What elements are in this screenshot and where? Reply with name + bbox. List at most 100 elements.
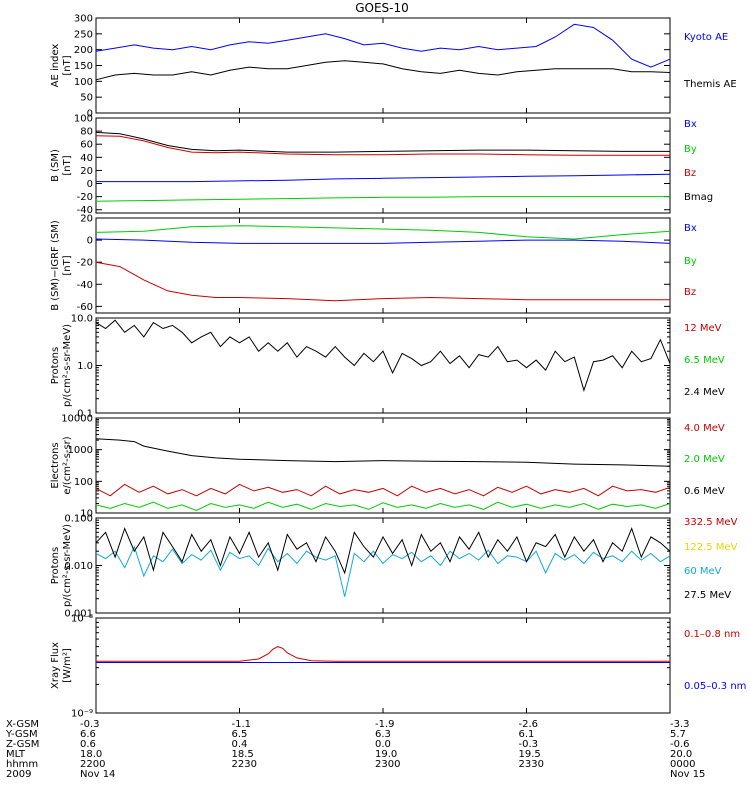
legend-label: Kyoto AE (684, 32, 728, 43)
y-tick-label: 40 (80, 153, 93, 164)
panel-2 (95, 117, 671, 214)
y-axis-unit: [nT] (62, 155, 73, 175)
axis-row-value: 0.0 (375, 739, 391, 750)
axis-row-value: 6.5 (232, 729, 248, 740)
axis-row-value: -0.3 (519, 739, 539, 750)
legend-label: 27.5 MeV (684, 590, 731, 601)
axis-row-value: -1.9 (375, 719, 395, 730)
y-tick-label: 10 (80, 509, 93, 520)
axis-row-value: -1.1 (232, 719, 252, 730)
axis-row-value: 6.3 (375, 729, 391, 740)
y-axis-unit: p/(cm²-s-sr-MeV) (62, 324, 73, 407)
series-line (95, 23, 671, 68)
y-tick-label: 100 (74, 477, 93, 488)
y-axis-unit: [nT] (62, 55, 73, 75)
series-line (95, 319, 671, 392)
panel-frame (95, 517, 671, 614)
axis-row-value: Nov 15 (670, 769, 705, 780)
y-tick-label: 20 (80, 166, 93, 177)
axis-row-label: hhmm (6, 759, 38, 770)
y-axis-label: B (SM)−IGRF (SM) (50, 220, 61, 311)
legend-label: Bx (684, 119, 697, 130)
plot-title: GOES-10 (355, 1, 409, 15)
axis-row-value: 0.6 (80, 739, 96, 750)
y-tick-label: -40 (77, 205, 93, 216)
axis-row-value: -0.3 (80, 719, 100, 730)
series-line (95, 238, 671, 244)
series-line (95, 501, 671, 512)
series-line (95, 131, 670, 153)
axis-row-value: 2300 (375, 759, 400, 770)
y-tick-label: 0.100 (64, 514, 93, 525)
y-tick-label: -40 (77, 280, 93, 291)
y-tick-label: 10.0 (71, 314, 93, 325)
y-tick-label: -20 (77, 192, 93, 203)
y-tick-label: 0.001 (64, 609, 93, 620)
panel-1 (95, 17, 671, 114)
panel-6 (95, 517, 671, 614)
legend-label: 2.0 MeV (684, 454, 725, 465)
legend-label: Bz (684, 168, 696, 179)
series-line (96, 173, 671, 183)
y-tick-label: -20 (77, 258, 93, 269)
y-axis-unit: p/(cm²-s-sr-MeV) (62, 524, 73, 607)
y-tick-label: 50 (80, 93, 93, 104)
series-line (95, 483, 671, 497)
legend-label: 4.0 MeV (684, 423, 725, 434)
y-axis-unit: [W/m²] (62, 648, 73, 683)
axis-row-value: 0000 (670, 759, 695, 770)
panel-7 (95, 617, 671, 714)
axis-row-value: -3.3 (670, 719, 690, 730)
legend-label: Bmag (684, 192, 713, 203)
axis-row-value: 0.4 (232, 739, 248, 750)
series-line (95, 527, 671, 575)
y-axis-label: B (SM) (50, 149, 61, 182)
axis-row-value: 5.7 (670, 729, 686, 740)
series-line (95, 196, 670, 202)
axis-row-value: 2330 (519, 759, 544, 770)
legend-label: 60 MeV (684, 566, 722, 577)
legend-label: 6.5 MeV (684, 355, 725, 366)
panel-5 (95, 417, 671, 514)
panel-3 (95, 217, 671, 314)
y-tick-label: 80 (80, 127, 93, 138)
legend-label: By (684, 256, 697, 267)
panel-frame (95, 17, 671, 114)
series-line (95, 135, 670, 156)
axis-row-value: -0.6 (670, 739, 690, 750)
panel-frame (95, 117, 671, 214)
y-tick-label: 100 (74, 77, 93, 88)
y-tick-label: 1.0 (77, 361, 93, 372)
series-line (95, 261, 670, 302)
axis-row-label: Z-GSM (6, 739, 39, 750)
series-line (95, 225, 671, 240)
y-axis-label: Electrons (50, 442, 61, 488)
y-tick-label: 10⁻⁸ (71, 614, 93, 625)
legend-label: By (684, 144, 697, 155)
panel-frame (95, 417, 671, 514)
axis-row-value: 18.0 (80, 749, 102, 760)
series-line (95, 60, 671, 81)
series-line (95, 438, 671, 467)
axis-row-label: 2009 (6, 769, 31, 780)
y-tick-label: 0 (87, 179, 93, 190)
legend-label: 0.1–0.8 nm (684, 629, 740, 640)
axis-row-label: Y-GSM (5, 729, 38, 740)
y-tick-label: 250 (74, 29, 93, 40)
axis-row-value: 6.6 (80, 729, 96, 740)
y-tick-label: 60 (80, 140, 93, 151)
y-axis-unit: e/(cm²-s-sr) (62, 436, 73, 494)
y-tick-label: 0.1 (77, 409, 93, 420)
axis-row-value: 18.5 (232, 749, 254, 760)
panel-frame (95, 617, 671, 714)
panel-4 (95, 317, 671, 414)
y-tick-label: 200 (74, 45, 93, 56)
axis-row-value: Nov 14 (80, 769, 115, 780)
y-axis-label: Xray Flux (50, 642, 61, 689)
axis-row-value: 6.1 (519, 729, 535, 740)
axis-row-value: 20.0 (670, 749, 692, 760)
legend-label: 122.5 MeV (684, 542, 738, 553)
y-tick-label: 20 (80, 214, 93, 225)
legend-label: 12 MeV (684, 323, 722, 334)
